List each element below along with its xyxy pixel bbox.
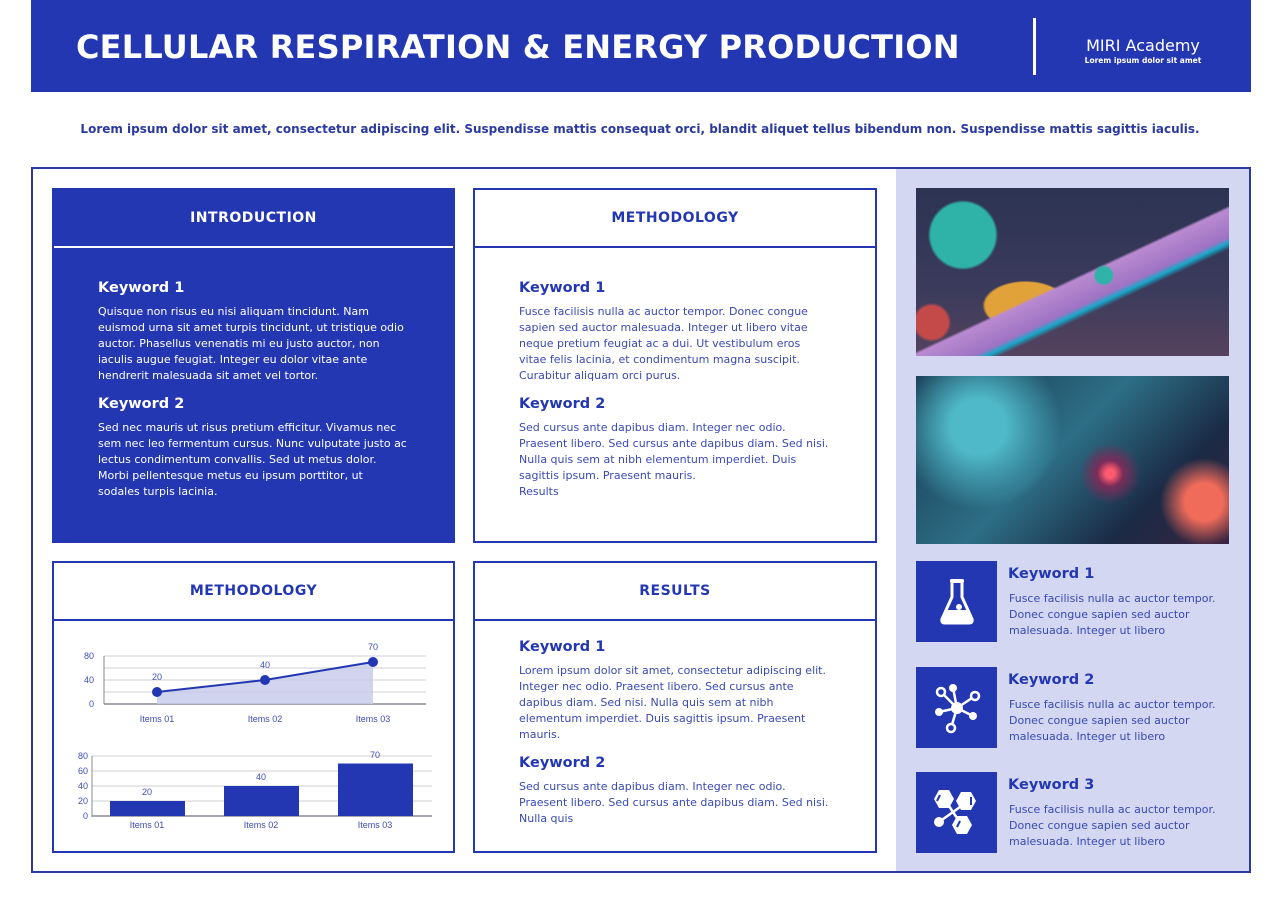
results-text-2: Sed cursus ante dapibus diam. Integer ne… <box>519 780 829 825</box>
feature-keyword-1: Keyword 1 <box>1008 566 1095 582</box>
svg-text:40: 40 <box>78 781 88 791</box>
method-text-2: Sed cursus ante dapibus diam. Integer ne… <box>519 421 829 482</box>
results-text-1: Lorem ipsum dolor sit amet, consectetur … <box>519 664 826 741</box>
svg-text:40: 40 <box>260 660 270 670</box>
flask-icon <box>916 561 997 642</box>
results-keyword-2: Keyword 2 <box>519 755 606 771</box>
svg-text:Items 03: Items 03 <box>356 714 391 724</box>
method-results-label: Results <box>519 485 559 498</box>
feature-item-1: Keyword 1 Fusce facilisis nulla ac aucto… <box>916 561 1236 643</box>
svg-text:40: 40 <box>256 772 266 782</box>
results-heading: RESULTS <box>475 563 875 621</box>
results-keyword-1: Keyword 1 <box>519 639 606 655</box>
hexagon-compound-icon <box>916 772 997 853</box>
feature-text-2: Fusce facilisis nulla ac auctor tempor. … <box>1009 698 1216 743</box>
svg-text:20: 20 <box>142 787 152 797</box>
methodology-card: METHODOLOGY Keyword 1 Fusce facilisis nu… <box>473 188 877 543</box>
introduction-heading: INTRODUCTION <box>54 190 453 248</box>
area-chart: 80 40 0 20 40 70 Items 01 Items 02 Items… <box>84 642 426 724</box>
method-keyword-1: Keyword 1 <box>519 280 606 296</box>
feature-item-3: Keyword 3 Fusce facilisis nulla ac aucto… <box>916 772 1236 854</box>
header-divider <box>1033 18 1036 75</box>
feature-text-3: Fusce facilisis nulla ac auctor tempor. … <box>1009 803 1216 848</box>
cell-membrane-image <box>916 188 1229 356</box>
method-text-1: Fusce facilisis nulla ac auctor tempor. … <box>519 305 808 382</box>
brand-tagline: Lorem ipsum dolor sit amet <box>1084 56 1202 65</box>
brand-name: MIRI Academy <box>1086 36 1200 55</box>
svg-text:0: 0 <box>89 699 94 709</box>
intro-keyword-1: Keyword 1 <box>98 280 185 296</box>
methodology-charts-card: METHODOLOGY 80 40 0 20 40 70 Items 01 It… <box>52 561 455 853</box>
svg-text:70: 70 <box>370 750 380 760</box>
svg-text:Items 02: Items 02 <box>248 714 283 724</box>
svg-text:Items 01: Items 01 <box>130 820 165 830</box>
introduction-card: INTRODUCTION Keyword 1 Quisque non risus… <box>52 188 455 543</box>
feature-keyword-3: Keyword 3 <box>1008 777 1095 793</box>
header-banner: CELLULAR RESPIRATION & ENERGY PRODUCTION… <box>31 0 1251 92</box>
svg-text:80: 80 <box>78 751 88 761</box>
methodology-heading: METHODOLOGY <box>475 190 875 248</box>
svg-text:60: 60 <box>78 766 88 776</box>
charts-svg: 80 40 0 20 40 70 Items 01 Items 02 Items… <box>78 642 432 830</box>
molecule-icon <box>916 667 997 748</box>
svg-text:Items 01: Items 01 <box>140 714 175 724</box>
intro-text-1: Quisque non risus eu nisi aliquam tincid… <box>98 305 404 382</box>
bar-chart: 80 60 40 20 0 20 40 70 Items 01 Items 02… <box>78 750 432 830</box>
feature-keyword-2: Keyword 2 <box>1008 672 1095 688</box>
svg-text:20: 20 <box>78 796 88 806</box>
neuron-image <box>916 376 1229 544</box>
intro-keyword-2: Keyword 2 <box>98 396 185 412</box>
svg-text:Items 03: Items 03 <box>358 820 393 830</box>
results-card: RESULTS Keyword 1 Lorem ipsum dolor sit … <box>473 561 877 853</box>
svg-text:20: 20 <box>152 672 162 682</box>
feature-item-2: Keyword 2 Fusce facilisis nulla ac aucto… <box>916 667 1236 749</box>
methodology-charts-heading: METHODOLOGY <box>54 563 453 621</box>
method-keyword-2: Keyword 2 <box>519 396 606 412</box>
svg-text:70: 70 <box>368 642 378 652</box>
svg-text:Items 02: Items 02 <box>244 820 279 830</box>
page-title: CELLULAR RESPIRATION & ENERGY PRODUCTION <box>76 28 960 66</box>
feature-text-1: Fusce facilisis nulla ac auctor tempor. … <box>1009 592 1216 637</box>
svg-text:0: 0 <box>83 811 88 821</box>
svg-text:40: 40 <box>84 675 94 685</box>
intro-text-2: Sed nec mauris ut risus pretium efficitu… <box>98 421 407 498</box>
subtitle: Lorem ipsum dolor sit amet, consectetur … <box>80 122 1200 136</box>
svg-text:80: 80 <box>84 651 94 661</box>
brand-block: MIRI Academy Lorem ipsum dolor sit amet <box>1043 36 1243 66</box>
